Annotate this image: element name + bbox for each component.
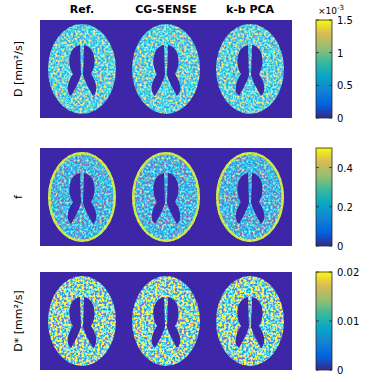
brain-texture — [46, 22, 118, 116]
brain-map — [130, 22, 202, 116]
multiplier-exponent: -3 — [337, 4, 344, 12]
ventricle — [251, 173, 264, 224]
brain-map — [46, 22, 118, 116]
row-label: D* [mm²/s] — [12, 290, 25, 351]
brain-texture — [130, 22, 202, 116]
column-title: CG-SENSE — [135, 3, 197, 16]
colorbar-tick — [329, 370, 332, 371]
colorbar-tick-label: 0.4 — [337, 163, 353, 174]
colorbar-tick — [316, 52, 319, 53]
colorbar-tick-label: 0 — [337, 113, 343, 124]
image-background — [40, 20, 292, 118]
colorbar-tick — [329, 272, 332, 273]
ventricle — [167, 173, 180, 224]
ventricle — [236, 297, 249, 348]
brain-edge — [49, 153, 115, 241]
brain-texture — [214, 150, 286, 244]
brain-texture — [214, 22, 286, 116]
colorbar-tick — [316, 321, 319, 322]
row-label: f — [12, 194, 25, 199]
ventricle — [236, 173, 249, 224]
colorbar-tick — [316, 272, 319, 273]
brain-texture — [130, 274, 202, 368]
brain-map — [214, 274, 286, 368]
colorbar-tick — [329, 52, 332, 53]
ventricle — [68, 45, 81, 96]
colorbar-tick — [329, 167, 332, 168]
brain-map — [214, 22, 286, 116]
ventricle — [152, 173, 165, 224]
image-background — [40, 148, 292, 246]
colorbar-tick-label: 0 — [337, 241, 343, 252]
image-background — [40, 272, 292, 370]
colorbar-tick — [329, 206, 332, 207]
ventricle — [167, 45, 180, 96]
colorbar-tick-label: 0 — [337, 365, 343, 376]
brain-texture — [130, 150, 202, 244]
multiplier-base: ×10 — [318, 6, 337, 16]
colorbar-tick-label: 0.5 — [337, 80, 353, 91]
colorbar-tick — [316, 370, 319, 371]
column-title: Ref. — [70, 3, 94, 16]
colorbar-tick — [316, 118, 319, 119]
colorbar-tick-label: 0.01 — [337, 316, 359, 327]
colorbar — [316, 20, 332, 118]
brain-map — [130, 274, 202, 368]
column-title: k-b PCA — [226, 3, 275, 16]
colorbar-tick — [329, 85, 332, 86]
colorbar-tick — [329, 118, 332, 119]
colorbar-tick — [316, 246, 319, 247]
ventricle — [152, 297, 165, 348]
colorbar-tick — [316, 20, 319, 21]
ventricle — [68, 297, 81, 348]
colorbar-tick — [329, 321, 332, 322]
colorbar-tick — [329, 20, 332, 21]
ventricle — [68, 173, 81, 224]
brain-edge — [133, 153, 199, 241]
colorbar-tick — [316, 206, 319, 207]
ventricle — [152, 45, 165, 96]
row-label: D [mm²/s] — [12, 41, 25, 97]
ventricle — [236, 45, 249, 96]
brain-texture — [46, 274, 118, 368]
brain-map — [214, 150, 286, 244]
colorbar-tick-label: 1.5 — [337, 15, 353, 26]
colorbar-tick-label: 0.2 — [337, 202, 353, 213]
colorbar-tick-label: 1 — [337, 48, 343, 59]
brain-edge — [217, 153, 283, 241]
ventricle — [83, 173, 96, 224]
colorbar-tick — [316, 167, 319, 168]
ventricle — [83, 45, 96, 96]
colorbar-tick — [316, 85, 319, 86]
colorbar-tick — [329, 246, 332, 247]
colorbar — [316, 148, 332, 246]
brain-map — [46, 150, 118, 244]
colorbar — [316, 272, 332, 370]
brain-map — [46, 274, 118, 368]
ventricle — [251, 297, 264, 348]
colorbar-multiplier: ×10-3 — [318, 4, 344, 16]
ventricle — [167, 297, 180, 348]
figure: Ref. CG-SENSE k-b PCA D [mm²/s] 0 0.5 1 1.5×10-… — [0, 0, 382, 382]
ventricle — [83, 297, 96, 348]
ventricle — [251, 45, 264, 96]
colorbar-tick-label: 0.02 — [337, 267, 359, 278]
brain-texture — [46, 150, 118, 244]
brain-map — [130, 150, 202, 244]
brain-texture — [214, 274, 286, 368]
